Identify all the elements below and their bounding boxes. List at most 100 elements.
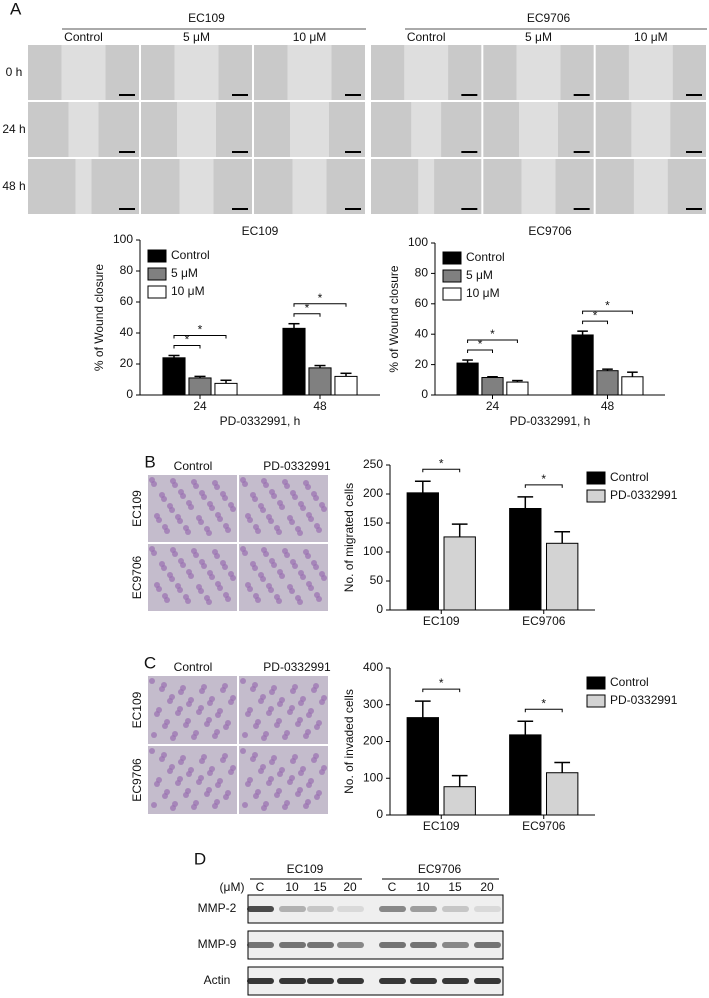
wound-gap <box>174 45 219 100</box>
wound-gap <box>521 159 556 214</box>
cell <box>300 505 306 511</box>
cell <box>313 564 319 570</box>
significance-bracket <box>293 313 321 317</box>
panel-label: D <box>194 849 206 868</box>
wound-gap <box>631 102 671 157</box>
cell <box>297 599 303 605</box>
cell <box>222 753 228 759</box>
cell <box>321 575 327 581</box>
cell <box>161 496 167 502</box>
cell <box>230 765 236 771</box>
cell <box>201 754 207 760</box>
cell <box>214 729 220 735</box>
cell <box>300 696 306 702</box>
cell <box>271 755 277 761</box>
y-tick-label: 250 <box>363 457 383 471</box>
x-tick-label: 48 <box>313 399 327 413</box>
row-label: EC109 <box>130 490 144 527</box>
unit-label: (μM) <box>220 880 245 894</box>
cell <box>260 576 266 582</box>
cell <box>247 586 253 592</box>
cell <box>193 800 199 806</box>
lane-label: 10 <box>285 880 299 894</box>
y-tick-label: 200 <box>363 486 383 500</box>
cell <box>206 530 212 536</box>
legend-swatch <box>442 287 462 301</box>
cell <box>276 598 282 604</box>
cell <box>321 765 327 771</box>
wound-gap <box>179 159 214 214</box>
cell <box>185 529 191 535</box>
time-label: 24 h <box>2 122 25 136</box>
bar <box>334 375 358 396</box>
cell <box>180 685 186 691</box>
significance-bracket <box>422 468 461 473</box>
cell <box>151 732 157 738</box>
lane-label: 20 <box>343 880 357 894</box>
cell <box>260 764 266 770</box>
band <box>410 906 437 912</box>
wound-gap <box>287 45 332 100</box>
cell <box>316 596 322 602</box>
cell <box>177 706 183 712</box>
cell <box>263 801 269 807</box>
y-tick-label: 50 <box>370 573 384 587</box>
condition: Control <box>64 30 103 44</box>
cell <box>284 483 290 489</box>
bar <box>308 367 332 396</box>
cell <box>185 598 191 604</box>
cell <box>263 731 269 737</box>
cell <box>201 684 207 690</box>
band <box>442 942 469 948</box>
y-tick-label: 300 <box>363 697 383 711</box>
wound-gap <box>75 159 92 214</box>
cell <box>180 562 186 568</box>
cell <box>198 519 204 525</box>
significance-label: * <box>490 327 495 341</box>
cell <box>193 552 199 558</box>
cell <box>225 720 231 726</box>
group-label: EC109 <box>287 862 324 876</box>
bar <box>406 492 439 611</box>
cell <box>217 516 223 522</box>
cell <box>217 585 223 591</box>
x-axis-label: PD-0332991, h <box>510 414 591 428</box>
significance-label: * <box>439 456 444 470</box>
y-axis-label: % of Wound closure <box>92 264 106 371</box>
bar <box>596 370 619 396</box>
cell <box>230 695 236 701</box>
cell <box>321 506 327 512</box>
significance-bracket <box>293 303 347 307</box>
significance-bracket <box>524 708 563 713</box>
cell <box>242 481 248 487</box>
cell <box>180 493 186 499</box>
cell <box>297 530 303 536</box>
cell <box>185 788 191 794</box>
column-label: Control <box>174 660 213 674</box>
cell <box>292 684 298 690</box>
cell <box>316 790 322 796</box>
cell <box>188 767 194 773</box>
cell <box>206 787 212 793</box>
significance-bracket <box>467 349 493 354</box>
cell <box>193 483 199 489</box>
cell <box>268 776 274 782</box>
cell <box>206 717 212 723</box>
column-label: Control <box>174 459 213 473</box>
significance-label: * <box>605 298 610 312</box>
band <box>247 978 274 984</box>
cell <box>240 678 246 684</box>
y-tick-label: 0 <box>421 387 428 401</box>
cell <box>255 789 261 795</box>
panel-label: A <box>10 0 22 18</box>
cell <box>188 697 194 703</box>
lane-label: 10 <box>416 880 430 894</box>
legend-label: Control <box>171 248 210 262</box>
band <box>442 906 469 912</box>
cell <box>198 588 204 594</box>
significance-label: * <box>439 676 444 690</box>
blot <box>247 894 504 924</box>
cell <box>260 694 266 700</box>
bar <box>546 542 579 611</box>
lane-label: 15 <box>448 880 462 894</box>
